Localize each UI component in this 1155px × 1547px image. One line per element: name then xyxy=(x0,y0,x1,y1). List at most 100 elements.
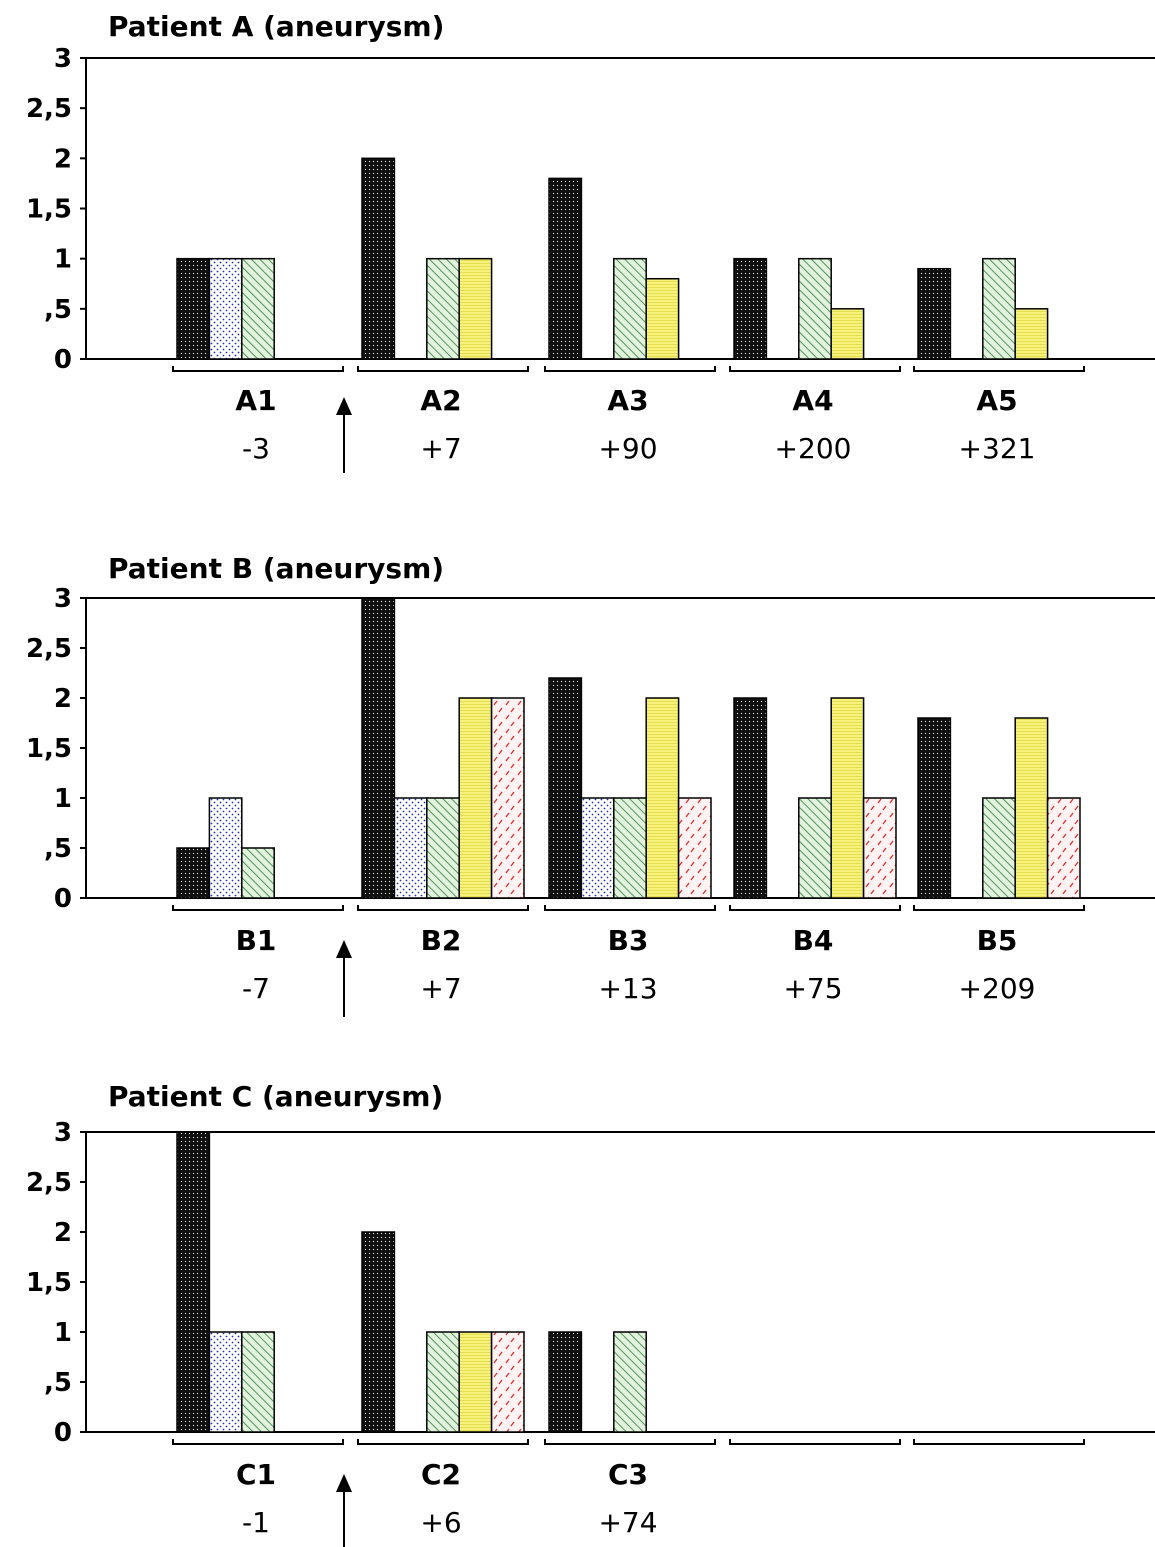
up-arrow-icon xyxy=(336,940,352,1017)
group-bracket xyxy=(544,905,716,911)
bar xyxy=(176,847,211,899)
category-label: C3 xyxy=(608,1458,648,1491)
bar xyxy=(458,257,493,360)
chart-panel: Patient C (aneurysm) 0 ,5 1 1,5 2 2,5 3 C1 -1 C2 +6… xyxy=(26,1080,1155,1547)
bar xyxy=(677,797,712,899)
y-tick-label: 2,5 xyxy=(26,634,72,664)
bar xyxy=(490,1331,525,1433)
y-tick-label: 0 xyxy=(54,884,72,914)
y-tick-label: ,5 xyxy=(44,295,72,325)
bar xyxy=(733,257,768,360)
day-label: +200 xyxy=(775,432,852,465)
bar xyxy=(241,257,275,360)
bar xyxy=(982,257,1016,360)
y-tick-label: 1 xyxy=(54,245,72,275)
y-tick-label: 3 xyxy=(54,44,72,74)
y-tick-label: 1,5 xyxy=(26,195,72,225)
y-tick-label: 2,5 xyxy=(26,94,72,124)
group-bracket xyxy=(729,905,901,911)
day-label: -3 xyxy=(242,432,270,465)
bar xyxy=(982,797,1016,899)
category-label: B2 xyxy=(421,924,462,957)
bar xyxy=(426,797,460,899)
bar xyxy=(176,257,211,360)
bar xyxy=(645,697,680,899)
group-bracket xyxy=(172,1439,344,1445)
bar xyxy=(1014,717,1049,899)
bar xyxy=(241,847,275,899)
y-tick-label: ,5 xyxy=(44,1368,72,1398)
category-label: A5 xyxy=(976,384,1017,417)
group-bracket xyxy=(913,905,1085,911)
category-label: B5 xyxy=(977,924,1018,957)
day-label: +74 xyxy=(598,1506,657,1539)
day-label: +6 xyxy=(420,1506,461,1539)
bar xyxy=(580,797,615,899)
day-label: +90 xyxy=(598,432,657,465)
bar xyxy=(830,308,865,360)
chart-title: Patient B (aneurysm) xyxy=(108,552,444,585)
group-bracket xyxy=(357,905,529,911)
day-label: +75 xyxy=(783,972,842,1005)
bar xyxy=(917,717,952,899)
category-label: A2 xyxy=(420,384,461,417)
day-label: +7 xyxy=(420,972,461,1005)
bar xyxy=(548,177,583,360)
chart-title: Patient C (aneurysm) xyxy=(108,1080,443,1113)
bar xyxy=(361,157,396,360)
chart-title: Patient A (aneurysm) xyxy=(108,10,444,43)
y-tick-label: 0 xyxy=(54,345,72,375)
bar xyxy=(208,257,243,360)
bar xyxy=(798,257,832,360)
bar xyxy=(613,1331,647,1433)
y-tick-label: ,5 xyxy=(44,834,72,864)
group-bracket xyxy=(172,366,344,372)
bar xyxy=(208,1331,243,1433)
bar xyxy=(361,597,396,899)
day-label: -1 xyxy=(242,1506,270,1539)
chart-panel: Patient A (aneurysm) 0 ,5 1 1,5 2 2,5 3 A1 -3 A2 +7… xyxy=(26,10,1155,473)
bar xyxy=(361,1231,396,1433)
category-label: A3 xyxy=(607,384,648,417)
bar xyxy=(426,1331,460,1433)
bar xyxy=(458,1331,493,1433)
bar xyxy=(917,267,952,360)
bar xyxy=(208,797,243,899)
bar xyxy=(733,697,768,899)
category-label: A4 xyxy=(792,384,833,417)
day-label: +209 xyxy=(959,972,1036,1005)
group-bracket xyxy=(913,1439,1085,1445)
bar xyxy=(1046,797,1081,899)
group-bracket xyxy=(172,905,344,911)
bar xyxy=(176,1131,211,1433)
day-label: +13 xyxy=(598,972,657,1005)
arrow-head xyxy=(336,397,352,415)
bar xyxy=(490,697,525,899)
group-bracket xyxy=(729,366,901,372)
category-label: B3 xyxy=(608,924,649,957)
bar xyxy=(548,1331,583,1433)
group-bracket xyxy=(357,1439,529,1445)
bar xyxy=(458,697,493,899)
y-tick-label: 3 xyxy=(54,584,72,614)
y-tick-label: 1,5 xyxy=(26,1268,72,1298)
group-bracket xyxy=(544,366,716,372)
group-bracket xyxy=(357,366,529,372)
day-label: +7 xyxy=(420,432,461,465)
y-tick-label: 1,5 xyxy=(26,734,72,764)
category-label: C1 xyxy=(236,1458,276,1491)
day-label: +321 xyxy=(959,432,1036,465)
y-tick-label: 2 xyxy=(54,684,72,714)
bar xyxy=(862,797,897,899)
bar xyxy=(548,677,583,899)
bar xyxy=(645,277,680,360)
y-tick-label: 2 xyxy=(54,144,72,174)
y-tick-label: 2,5 xyxy=(26,1168,72,1198)
bar xyxy=(1014,308,1049,360)
category-label: B1 xyxy=(236,924,277,957)
bar xyxy=(613,797,647,899)
y-tick-label: 1 xyxy=(54,1318,72,1348)
day-label: -7 xyxy=(242,972,270,1005)
category-label: B4 xyxy=(793,924,834,957)
